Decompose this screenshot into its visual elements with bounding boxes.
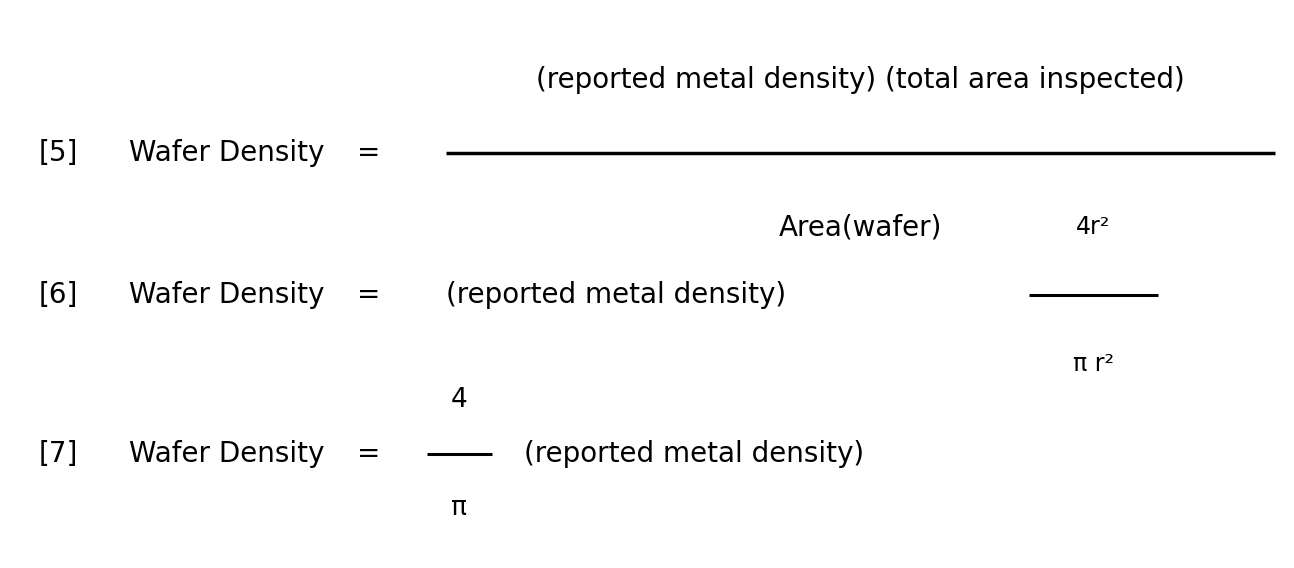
Text: π r²: π r² <box>1073 352 1114 375</box>
Text: =: = <box>357 139 380 168</box>
Text: (reported metal density) (total area inspected): (reported metal density) (total area ins… <box>536 65 1185 94</box>
Text: 4: 4 <box>452 387 467 414</box>
Text: (reported metal density): (reported metal density) <box>524 440 864 469</box>
Text: (reported metal density): (reported metal density) <box>446 281 787 310</box>
Text: Wafer Density: Wafer Density <box>129 440 325 469</box>
Text: 4r²: 4r² <box>1077 215 1110 239</box>
Text: Area(wafer): Area(wafer) <box>779 213 942 241</box>
Text: [6]: [6] <box>39 281 78 310</box>
Text: Wafer Density: Wafer Density <box>129 139 325 168</box>
Text: =: = <box>357 281 380 310</box>
Text: π: π <box>452 495 467 521</box>
Text: =: = <box>357 440 380 469</box>
Text: [7]: [7] <box>39 440 78 469</box>
Text: Wafer Density: Wafer Density <box>129 281 325 310</box>
Text: [5]: [5] <box>39 139 78 168</box>
